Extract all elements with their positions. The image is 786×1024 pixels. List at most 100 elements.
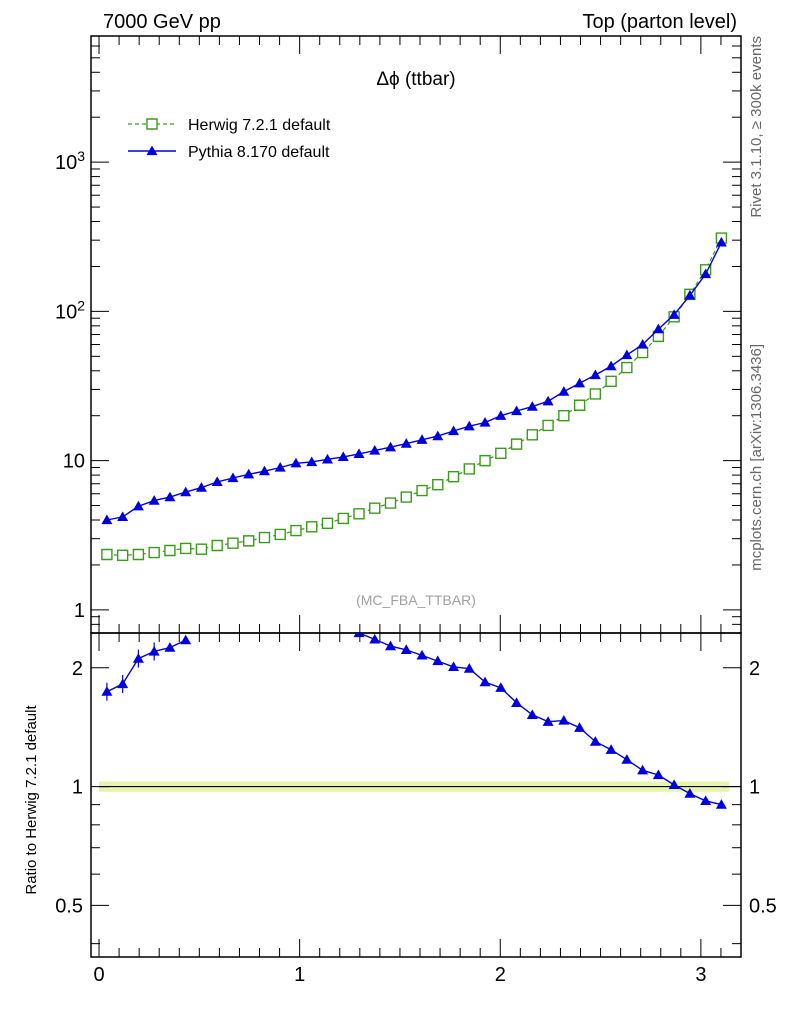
herwig-point	[605, 375, 617, 388]
ratio-pythia-point	[117, 678, 129, 689]
ratio-pythia-point	[479, 676, 491, 687]
herwig-point	[179, 542, 192, 555]
herwig-point	[306, 521, 318, 533]
herwig-point	[116, 549, 129, 562]
herwig-point	[510, 438, 523, 450]
pythia-point	[621, 349, 633, 360]
pythia-point	[101, 514, 113, 525]
herwig-point	[636, 346, 649, 359]
pythia-point	[195, 482, 207, 492]
pythia-point	[448, 425, 460, 436]
herwig-point	[337, 512, 349, 525]
herwig-point	[621, 361, 633, 374]
ratio-pythia-point	[448, 661, 460, 672]
pythia-point	[668, 309, 680, 319]
herwig-point	[243, 535, 255, 547]
ratio-ytick-label-right: 1	[749, 777, 760, 799]
legend-pythia-marker	[146, 145, 158, 156]
herwig-point	[148, 546, 160, 559]
herwig-point	[447, 471, 460, 483]
pythia-point	[652, 323, 664, 334]
pythia-point	[353, 448, 365, 458]
pythia-point	[495, 410, 507, 420]
ratio-pythia-point	[637, 764, 649, 775]
analysis-label: (MC_FBA_TTBAR)	[356, 592, 476, 608]
pythia-point	[227, 472, 239, 483]
ratio-pythia-point	[164, 642, 176, 652]
pythia-point	[321, 453, 333, 464]
ratio-pythia-point	[668, 779, 680, 790]
ratio-pythia-point	[180, 634, 192, 645]
herwig-point	[164, 544, 176, 557]
herwig-point	[526, 429, 539, 441]
ratio-frame	[90, 632, 742, 958]
pythia-point	[164, 491, 176, 502]
ratio-pythia-point	[495, 682, 507, 692]
pythia-point	[432, 430, 444, 441]
mcplots-label: mcplots.cern.ch [arXiv:1306.3436]	[748, 344, 765, 571]
legend-herwig-label: Herwig 7.2.1 default	[188, 117, 331, 134]
ratio-pythia-point	[369, 633, 381, 644]
pythia-point	[211, 476, 223, 487]
ratio-pythia-point	[148, 645, 160, 656]
legend: Herwig 7.2.1 default Pythia 8.170 default	[128, 117, 331, 161]
ratio-pythia-point	[558, 715, 570, 725]
ratio-ylabel: Ratio to Herwig 7.2.1 default	[23, 705, 40, 895]
pythia-point	[290, 457, 302, 468]
ratio-pythia-point	[684, 788, 696, 798]
ratio-xtick-label: 1	[294, 964, 305, 986]
herwig-point	[132, 548, 145, 561]
ratio-ytick-label-right: 0.5	[749, 895, 777, 917]
herwig-point	[195, 543, 208, 555]
ratio-ytick-label-right: 2	[749, 658, 760, 680]
herwig-point	[258, 531, 271, 544]
ratio-pythia-point	[432, 655, 444, 666]
main-plot: 1 10 102 103 Δϕ (ttbar) (MC_FBA_TTBAR)	[55, 35, 742, 634]
pythia-point	[700, 268, 712, 279]
ratio-pythia-point	[400, 644, 412, 655]
herwig-point	[353, 508, 365, 520]
pythia-point	[479, 417, 491, 427]
pythia-point	[684, 289, 696, 300]
header-left: 7000 GeV pp	[103, 11, 221, 33]
ratio-pythia-point	[101, 686, 113, 696]
herwig-point	[384, 497, 397, 509]
pythia-point	[180, 486, 192, 497]
herwig-point	[416, 484, 428, 497]
pythia-point	[605, 360, 617, 371]
ratio-pythia-point	[511, 697, 523, 707]
main-ytick-label: 10	[63, 451, 85, 473]
ratio-pythia-point	[526, 709, 538, 719]
pythia-point	[369, 444, 381, 455]
herwig-point	[589, 388, 602, 400]
ratio-pythia-point	[542, 716, 554, 726]
herwig-point	[479, 454, 491, 467]
ratio-pythia-point	[700, 795, 712, 806]
pythia-point	[385, 441, 397, 452]
legend-pythia-label: Pythia 8.170 default	[188, 144, 330, 161]
pythia-point	[258, 465, 270, 476]
pythia-point	[574, 377, 586, 388]
ratio-pythia-point	[353, 633, 365, 638]
herwig-point	[432, 478, 444, 491]
ratio-plot: 0.5 0.5 1 1 2 2 0 1 2 3 Ratio to Herwig 7.2.1 defa…	[23, 632, 777, 986]
pythia-line	[106, 242, 723, 521]
ratio-pythia-point	[621, 754, 633, 764]
ratio-xtick-label: 2	[495, 964, 506, 986]
ratio-pythia-point	[132, 653, 144, 663]
ratio-ytick-label: 2	[72, 658, 83, 680]
ratio-pythia-point	[589, 736, 601, 746]
ratio-pythia-point	[652, 769, 664, 780]
pythia-point	[589, 369, 601, 380]
herwig-point	[542, 419, 554, 432]
herwig-point	[227, 537, 239, 549]
herwig-line	[106, 237, 722, 556]
main-ytick-label: 1	[74, 600, 85, 622]
pythia-point	[243, 468, 255, 479]
pythia-point	[274, 461, 286, 472]
herwig-point	[274, 528, 286, 541]
plot-title: Δϕ (ttbar)	[376, 69, 455, 90]
ratio-pythia-point	[463, 663, 475, 673]
ratio-ytick-label: 1	[72, 777, 83, 799]
header-right: Top (parton level)	[582, 11, 737, 33]
